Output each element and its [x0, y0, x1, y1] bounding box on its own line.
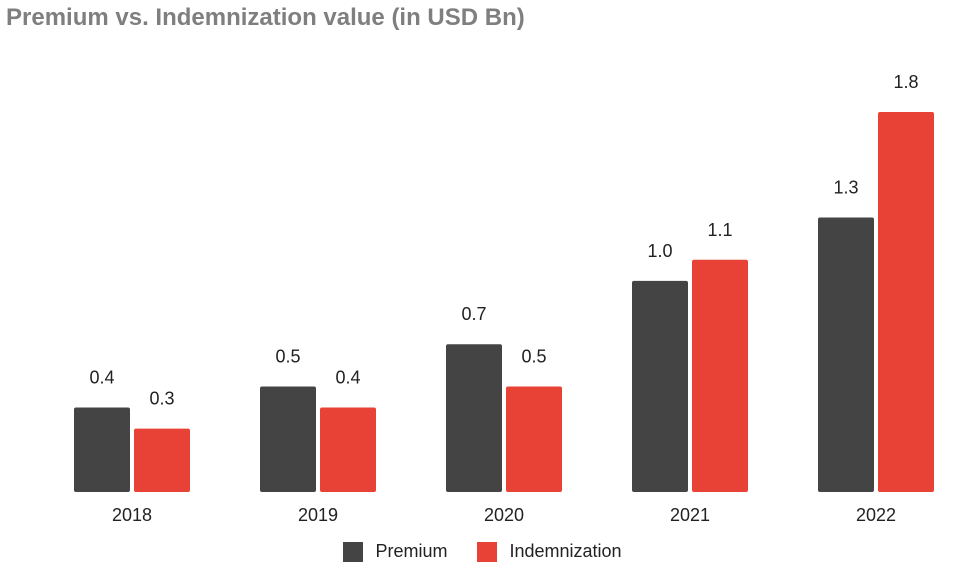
data-label-indemnization-2022: 1.8: [893, 72, 918, 92]
data-label-premium-2022: 1.3: [833, 178, 858, 198]
x-tick-label-2022: 2022: [856, 505, 896, 525]
legend-label-premium: Premium: [375, 541, 448, 561]
legend-swatch-premium: [343, 541, 364, 562]
bar-indemnization-2020: [506, 386, 562, 492]
x-tick-label-2020: 2020: [484, 505, 524, 525]
x-tick-label-2018: 2018: [112, 505, 152, 525]
data-label-indemnization-2018: 0.3: [149, 389, 174, 409]
bar-indemnization-2022: [878, 112, 934, 492]
legend-item-premium: Premium: [343, 541, 447, 562]
chart-title: Premium vs. Indemnization value (in USD …: [6, 4, 525, 31]
bar-premium-2022: [818, 217, 874, 493]
bar-premium-2020: [446, 344, 502, 492]
bar-premium-2018: [74, 407, 130, 492]
data-label-indemnization-2021: 1.1: [707, 220, 732, 240]
data-label-premium-2019: 0.5: [275, 346, 300, 366]
data-label-indemnization-2020: 0.5: [521, 346, 546, 366]
bar-indemnization-2019: [320, 407, 376, 492]
bar-premium-2019: [260, 386, 316, 492]
bar-premium-2021: [632, 280, 688, 492]
x-tick-label-2019: 2019: [298, 505, 338, 525]
legend-swatch-indemnization: [477, 541, 498, 562]
bar-chart: 0.4 0.3 2018 0.5 0.4 2019 0.7 0.5 2020 1.0 1.1 2021…: [74, 72, 934, 525]
bar-indemnization-2018: [134, 428, 190, 492]
legend: Premium Indemnization: [0, 541, 965, 562]
data-label-premium-2021: 1.0: [647, 241, 672, 261]
legend-label-indemnization: Indemnization: [509, 541, 622, 561]
bar-indemnization-2021: [692, 259, 748, 492]
x-tick-label-2021: 2021: [670, 505, 710, 525]
data-label-indemnization-2019: 0.4: [335, 368, 360, 388]
data-label-premium-2020: 0.7: [461, 304, 486, 324]
data-label-premium-2018: 0.4: [89, 368, 114, 388]
legend-item-indemnization: Indemnization: [477, 541, 622, 562]
